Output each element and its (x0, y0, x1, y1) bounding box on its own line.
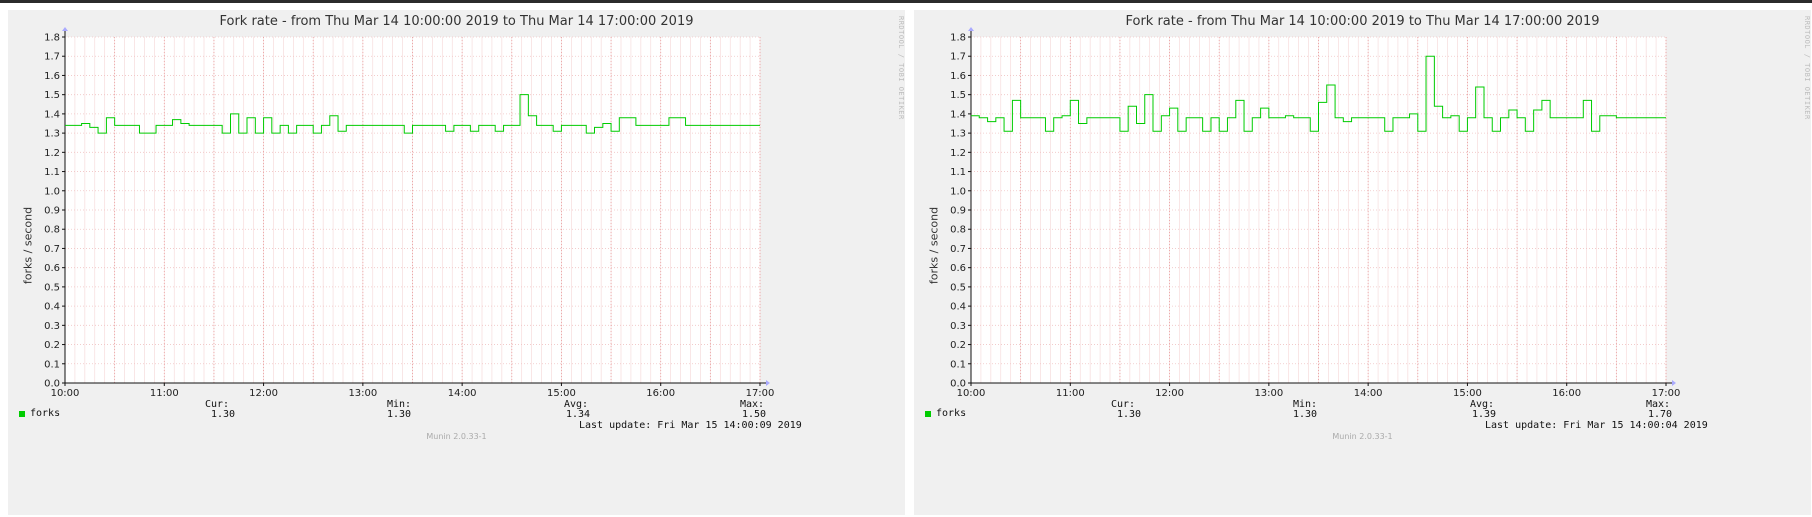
y-tick-label: 0.7 (44, 244, 60, 255)
x-tick-label: 15:00 (1453, 388, 1482, 399)
chart-title: Fork rate - from Thu Mar 14 10:00:00 201… (219, 14, 694, 29)
chart-plot: 0.0 0.1 0.2 0.3 0.4 0.5 0.6 0.7 0.8 0.9 1.0 1.1 1.2 1… (950, 27, 1681, 399)
y-tick-label: 1.6 (44, 71, 60, 82)
y-tick-label: 1.2 (950, 148, 966, 159)
y-tick-label: 1.4 (950, 109, 966, 120)
x-tick-label: 13:00 (1254, 388, 1283, 399)
y-tick-label: 0.5 (950, 282, 966, 293)
y-tick-label: 1.0 (950, 186, 966, 197)
y-tick-label: 0.6 (44, 263, 60, 274)
y-tick-label: 0.1 (950, 359, 966, 370)
fork-rate-graph-2: Fork rate - from Thu Mar 14 10:00:00 201… (914, 10, 1811, 515)
y-tick-label: 1.2 (44, 148, 60, 159)
rrdtool-watermark: RRDTOOL / TOBI OETIKER (897, 16, 905, 120)
x-axis-arrow (766, 380, 770, 386)
legend-min-value: 1.30 (387, 409, 412, 420)
y-tick-label: 1.7 (950, 52, 966, 63)
x-tick-label: 15:00 (547, 388, 576, 399)
last-update: Last update: Fri Mar 15 14:00:04 2019 (1485, 420, 1708, 431)
y-tick-label: 0.5 (44, 282, 60, 293)
legend-max-value: 1.50 (742, 409, 767, 420)
legend-min-header: Min: (1293, 399, 1318, 410)
rrdtool-watermark: RRDTOOL / TOBI OETIKER (1803, 16, 1811, 120)
y-tick-label: 0.9 (950, 206, 966, 217)
legend-max-value: 1.70 (1648, 409, 1673, 420)
y-tick-label: 0.0 (950, 379, 966, 390)
y-tick-label: 0.2 (950, 340, 966, 351)
legend-avg-header: Avg: (1470, 399, 1495, 410)
legend-swatch (925, 411, 931, 417)
y-tick-label: 0.7 (950, 244, 966, 255)
y-tick-label: 1.1 (950, 167, 966, 178)
x-tick-label: 17:00 (1652, 388, 1681, 399)
y-tick-label: 1.6 (950, 71, 966, 82)
x-axis-arrow (1672, 380, 1676, 386)
legend-avg-value: 1.34 (566, 409, 591, 420)
y-tick-label: 1.7 (44, 52, 60, 63)
x-tick-label: 10:00 (957, 388, 986, 399)
y-tick-label: 0.4 (44, 302, 60, 313)
legend-max-header: Max: (740, 399, 765, 410)
legend-cur-header: Cur: (1111, 399, 1136, 410)
legend-avg-value: 1.39 (1472, 409, 1497, 420)
y-axis-arrow (62, 27, 68, 31)
x-tick-label: 10:00 (51, 388, 80, 399)
legend-cur-value: 1.30 (1117, 409, 1142, 420)
y-tick-label: 1.1 (44, 167, 60, 178)
y-tick-label: 0.3 (44, 321, 60, 332)
x-tick-label: 11:00 (150, 388, 179, 399)
legend-swatch (19, 411, 25, 417)
x-tick-label: 13:00 (348, 388, 377, 399)
chart-plot: 0.0 0.1 0.2 0.3 0.4 0.5 0.6 0.7 0.8 0.9 1.0 1.1 1.2 1… (44, 27, 775, 399)
y-axis-arrow (968, 27, 974, 31)
y-tick-label: 0.0 (44, 379, 60, 390)
y-tick-label: 1.8 (950, 33, 966, 44)
legend-label: forks (30, 408, 61, 419)
x-tick-label: 12:00 (1155, 388, 1184, 399)
y-tick-label: 1.5 (44, 90, 60, 101)
legend-min-header: Min: (387, 399, 412, 410)
y-tick-label: 0.3 (950, 321, 966, 332)
y-tick-label: 1.8 (44, 33, 60, 44)
legend-cur-header: Cur: (205, 399, 230, 410)
y-tick-label: 0.4 (950, 302, 966, 313)
y-tick-label: 1.3 (44, 129, 60, 140)
x-tick-label: 16:00 (646, 388, 675, 399)
munin-version: Munin 2.0.33-1 (1332, 432, 1393, 441)
series-forks-line (65, 94, 760, 134)
chart-title: Fork rate - from Thu Mar 14 10:00:00 201… (1125, 14, 1600, 29)
legend-avg-header: Avg: (564, 399, 589, 410)
y-tick-label: 1.4 (44, 109, 60, 120)
y-tick-label: 1.5 (950, 90, 966, 101)
x-tick-label: 14:00 (1354, 388, 1383, 399)
y-tick-label: 1.3 (950, 129, 966, 140)
y-tick-label: 0.8 (44, 225, 60, 236)
y-tick-label: 0.9 (44, 206, 60, 217)
x-tick-label: 16:00 (1552, 388, 1581, 399)
y-tick-label: 1.0 (44, 186, 60, 197)
x-tick-label: 14:00 (448, 388, 477, 399)
x-tick-label: 11:00 (1056, 388, 1085, 399)
series-forks-line (971, 55, 1666, 132)
x-tick-label: 12:00 (249, 388, 278, 399)
legend-min-value: 1.30 (1293, 409, 1318, 420)
legend-label: forks (936, 408, 967, 419)
fork-rate-graph-1: Fork rate - from Thu Mar 14 10:00:00 201… (8, 10, 905, 515)
last-update: Last update: Fri Mar 15 14:00:09 2019 (579, 420, 802, 431)
y-tick-label: 0.1 (44, 359, 60, 370)
y-tick-label: 0.6 (950, 263, 966, 274)
top-bar (0, 0, 1812, 3)
y-tick-label: 0.8 (950, 225, 966, 236)
legend-cur-value: 1.30 (211, 409, 236, 420)
x-tick-label: 17:00 (746, 388, 775, 399)
munin-version: Munin 2.0.33-1 (426, 432, 487, 441)
y-tick-label: 0.2 (44, 340, 60, 351)
legend-max-header: Max: (1646, 399, 1671, 410)
